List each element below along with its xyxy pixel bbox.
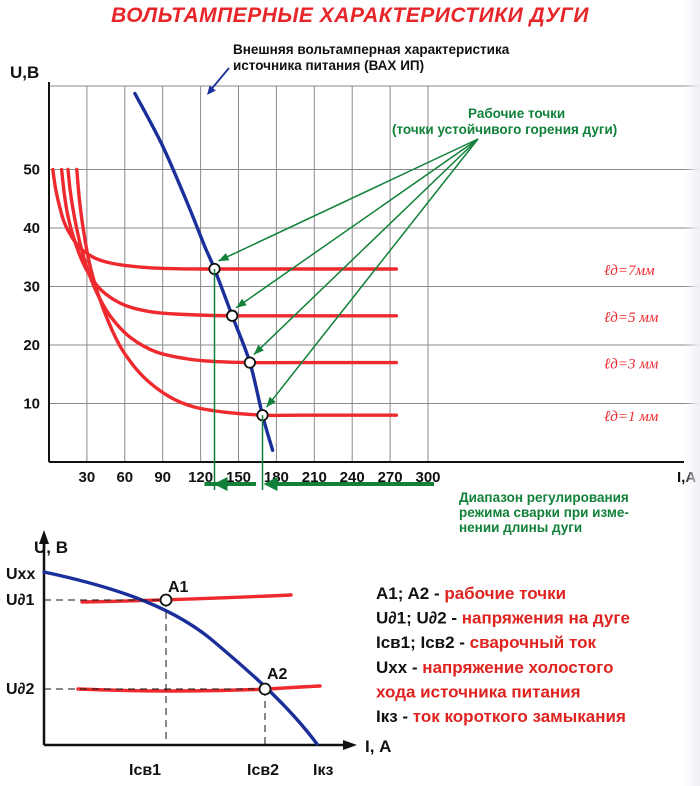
legend-text: сварочный ток: [465, 633, 597, 652]
y-tick-label: 50: [23, 162, 40, 179]
label-ud1: U∂1: [6, 592, 34, 609]
arc-length-label: ℓд=3 мм: [604, 357, 659, 373]
working-point-arrowhead: [266, 396, 276, 408]
x-tick-label: 270: [378, 469, 403, 486]
y-tick-label: 30: [23, 279, 40, 296]
working-point-arrowhead: [218, 253, 230, 261]
arc-length-label: ℓд=7мм: [604, 263, 655, 279]
x-tick-label: 90: [154, 469, 171, 486]
legend-row: Uxx - напряжение холостого: [376, 658, 613, 677]
working-point-leader: [218, 138, 479, 262]
legend-row: A1; A2 - рабочие точки: [376, 584, 566, 603]
label-a1: A1: [168, 579, 189, 596]
range-arrow-left-head: [213, 477, 228, 491]
arc-line-1: [80, 593, 293, 604]
y-axis-2-arrowhead: [39, 530, 49, 544]
x-tick-label: 120: [188, 469, 213, 486]
working-point-arrowhead: [253, 344, 264, 355]
page-edge-shadow: [684, 0, 700, 786]
working-points-label: (точки устойчивого горения дуги): [392, 122, 617, 137]
y-axis-title: U,В: [10, 63, 39, 82]
label-icv1: Iсв1: [129, 762, 161, 779]
legend-key: Uxx -: [376, 658, 418, 677]
legend-text: рабочие точки: [440, 584, 566, 603]
label-ikz: Iкз: [313, 762, 333, 779]
arc-length-label: ℓд=5 мм: [604, 310, 659, 326]
x-tick-label: 300: [415, 469, 440, 486]
source-curve-2: [42, 570, 319, 746]
working-point-a1: [159, 593, 173, 607]
range-label: Диапазон регулирования: [459, 490, 629, 505]
x-tick-label: 210: [302, 469, 327, 486]
source-curve-label: Внешняя вольтамперная характеристика: [233, 42, 510, 57]
y-tick-label: 20: [23, 337, 40, 354]
arc-curve-1: [51, 167, 399, 271]
working-points-label: Рабочие точки: [468, 106, 565, 121]
working-point-leader: [253, 138, 479, 356]
x-axis-2-title: I, А: [365, 737, 391, 756]
label-uxx: Uxx: [6, 566, 35, 583]
legend-row: хода источника питания: [376, 682, 581, 701]
y-tick-label: 10: [23, 396, 40, 413]
working-point-marker: [243, 356, 256, 369]
source-curve-label: источника питания (ВАХ ИП): [233, 58, 424, 73]
range-arrow-right-head: [263, 477, 278, 491]
range-label: режима сварки при изме-: [459, 505, 629, 520]
working-point-arrowhead: [236, 298, 247, 308]
arc-length-label: ℓд=1 мм: [604, 409, 659, 425]
legend-text: хода источника питания: [376, 682, 581, 701]
label-a2: A2: [267, 666, 288, 683]
legend-row: U∂1; U∂2 - напряжения на дуге: [376, 609, 630, 628]
legend-row: Iсв1; Iсв2 - сварочный ток: [376, 633, 596, 652]
working-point-leader: [265, 138, 479, 408]
source-label-arrowhead: [207, 85, 216, 95]
page-title: ВОЛЬТАМПЕРНЫЕ ХАРАКТЕРИСТИКИ ДУГИ: [111, 4, 589, 27]
x-tick-label: 60: [116, 469, 133, 486]
legend-text: напряжение холостого: [418, 658, 614, 677]
x-tick-label: 150: [226, 469, 251, 486]
legend-text: ток короткого замыкания: [408, 707, 626, 726]
x-axis-2-arrowhead: [343, 740, 357, 750]
working-point-marker: [226, 309, 239, 322]
label-icv2: Iсв2: [247, 762, 279, 779]
legend-key: Iкз -: [376, 707, 408, 726]
y-tick-label: 40: [23, 220, 40, 237]
arc-curve-2: [59, 167, 399, 318]
label-ud2: U∂2: [6, 681, 34, 698]
x-tick-label: 240: [340, 469, 365, 486]
legend-key: U∂1; U∂2 -: [376, 609, 457, 628]
legend-key: A1; A2 -: [376, 584, 440, 603]
arc-line-2: [76, 684, 322, 693]
legend-key: Iсв1; Iсв2 -: [376, 633, 465, 652]
legend-text: напряжения на дуге: [457, 609, 630, 628]
working-point-a2: [258, 682, 272, 696]
x-tick-label: 30: [79, 469, 96, 486]
y-axis-2-title: U, В: [34, 538, 68, 557]
working-point-leader: [235, 138, 479, 309]
range-label: нении длины дуги: [459, 520, 582, 535]
legend-row: Iкз - ток короткого замыкания: [376, 707, 626, 726]
